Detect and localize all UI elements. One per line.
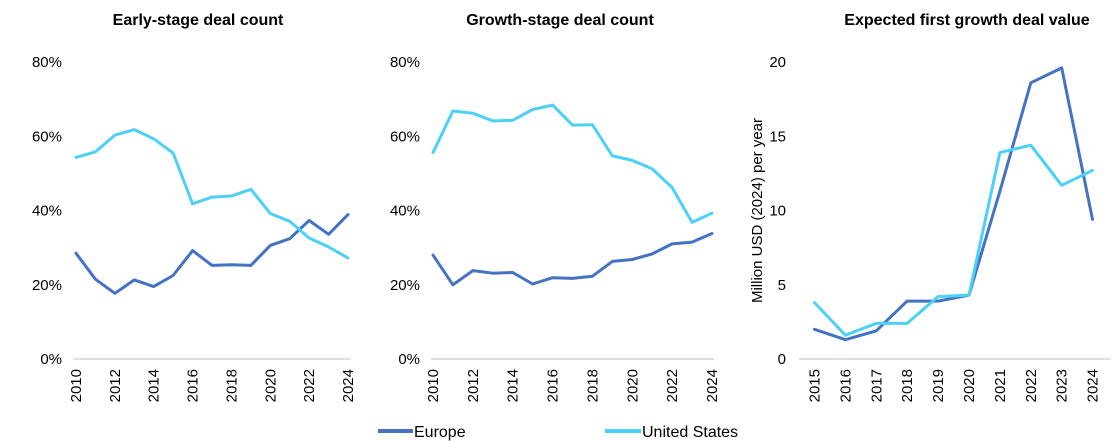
x-tick-label: 2012: [465, 369, 482, 402]
y-tick-label: 5: [778, 277, 786, 294]
legend-label-europe: Europe: [414, 424, 466, 441]
y-tick-label: 20: [769, 54, 786, 71]
series-line-europe: [74, 213, 350, 295]
x-tick-label: 2016: [545, 369, 562, 402]
y-axis-label: Million USD (2024) per year: [749, 118, 766, 303]
series-line-united-states: [431, 103, 714, 224]
y-tick-label: 0: [778, 351, 786, 368]
x-tick-label: 2022: [664, 369, 681, 402]
y-tick-label: 60%: [390, 128, 420, 145]
x-tick-label: 2024: [704, 369, 721, 402]
x-tick-label: 2010: [68, 369, 85, 402]
x-tick-label: 2023: [1054, 369, 1071, 402]
x-tick-label: 2014: [146, 369, 163, 402]
y-tick-label: 60%: [32, 128, 62, 145]
x-tick-label: 2018: [584, 369, 601, 402]
y-tick-label: 80%: [390, 54, 420, 71]
x-tick-label: 2019: [930, 369, 947, 402]
x-tick-label: 2018: [899, 369, 916, 402]
y-tick-label: 20%: [390, 277, 420, 294]
x-tick-label: 2020: [624, 369, 641, 402]
x-tick-label: 2012: [107, 369, 124, 402]
y-tick-label: 20%: [32, 277, 62, 294]
series-line-united-states: [813, 143, 1094, 337]
y-tick-label: 0%: [40, 351, 62, 368]
y-tick-label: 0%: [398, 351, 420, 368]
x-tick-label: 2017: [868, 369, 885, 402]
y-tick-label: 40%: [390, 203, 420, 220]
x-tick-label: 2010: [425, 369, 442, 402]
x-tick-label: 2024: [1085, 369, 1102, 402]
series-line-europe: [813, 66, 1094, 342]
chart-title: Early-stage deal count: [113, 12, 284, 29]
legend-label-united-states: United States: [642, 424, 738, 441]
x-tick-label: 2020: [262, 369, 279, 402]
x-tick-label: 2024: [340, 369, 357, 402]
x-tick-label: 2020: [961, 369, 978, 402]
x-tick-label: 2021: [992, 369, 1009, 402]
y-tick-label: 40%: [32, 203, 62, 220]
y-tick-label: 15: [769, 128, 786, 145]
x-tick-label: 2016: [185, 369, 202, 402]
series-line-europe: [431, 232, 714, 287]
x-tick-label: 2022: [1023, 369, 1040, 402]
chart-title: Expected first growth deal value: [844, 12, 1090, 29]
x-tick-label: 2022: [301, 369, 318, 402]
x-tick-label: 2015: [806, 369, 823, 402]
y-tick-label: 80%: [32, 54, 62, 71]
series-line-united-states: [74, 128, 350, 260]
x-tick-label: 2014: [505, 369, 522, 402]
x-tick-label: 2016: [837, 369, 854, 402]
chart-title: Growth-stage deal count: [466, 12, 654, 29]
y-tick-label: 10: [769, 203, 786, 220]
x-tick-label: 2018: [223, 369, 240, 402]
